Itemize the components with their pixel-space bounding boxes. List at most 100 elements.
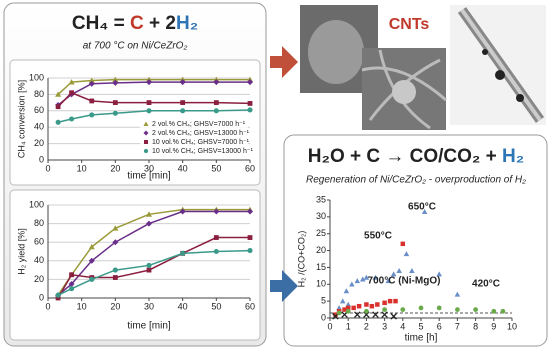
tem-image (460, 8, 542, 122)
marker (180, 100, 186, 105)
x-tick-label: 40 (178, 301, 188, 311)
y-tick-label: 40 (34, 122, 44, 132)
plot-frame (9, 189, 261, 341)
y-tick-label: 100 (29, 72, 44, 82)
marker (213, 108, 219, 114)
marker (112, 275, 118, 280)
marker (247, 248, 253, 254)
legend-label: 10 vol.% CH₄; GHSV=13000 h⁻¹ (152, 148, 254, 155)
marker (112, 267, 118, 273)
y-tick-label: 0 (39, 292, 44, 302)
marker (146, 108, 152, 114)
title-part: H₂O + C → CO/CO₂ + (308, 146, 502, 167)
marker (179, 79, 186, 86)
series-line (57, 81, 250, 106)
chart-title: H₂O + C → CO/CO₂ + H₂ (308, 146, 524, 167)
y-tick-label: 80 (34, 89, 44, 99)
marker (69, 116, 75, 122)
marker (213, 208, 220, 215)
tem-image (482, 49, 488, 55)
marker (247, 79, 253, 86)
series-line (57, 208, 250, 296)
marker (372, 311, 379, 318)
y-tick-label: 20 (34, 274, 44, 284)
title-part: H₂ (502, 146, 524, 167)
marker (500, 308, 506, 314)
x-axis-label: time [h] (405, 333, 438, 344)
marker (387, 298, 393, 304)
marker (69, 90, 74, 96)
marker (356, 303, 362, 309)
marker (400, 241, 406, 247)
marker (345, 308, 351, 314)
x-tick-label: 0 (327, 321, 332, 331)
marker (491, 308, 497, 314)
series-label: 700°C (Ni-MgO) (368, 276, 441, 287)
y-tick-label: 20 (34, 138, 44, 148)
x-tick-label: 2 (364, 321, 369, 331)
marker (146, 262, 152, 269)
marker (400, 307, 406, 312)
marker (343, 288, 350, 294)
marker (393, 298, 398, 304)
x-tick-label: 30 (144, 163, 154, 173)
marker (364, 302, 369, 307)
chart-subtitle: Regeneration of Ni/CeZrO₂ - overproducti… (306, 175, 526, 186)
x-tick-label: 7 (455, 321, 460, 331)
x-tick-label: 10 (507, 321, 517, 331)
marker (88, 80, 95, 87)
marker (359, 276, 366, 282)
marker (409, 268, 415, 274)
y-tick-label: 35 (316, 194, 326, 204)
y-tick-label: 25 (316, 228, 326, 238)
series-line (57, 109, 251, 124)
marker (336, 310, 342, 316)
x-tick-label: 1 (346, 321, 351, 331)
marker (69, 272, 74, 278)
sem-image (392, 80, 416, 104)
marker (89, 98, 95, 104)
legend-label: 2 vol.% CH₄; GHSV=13000 h⁻¹ (152, 130, 250, 137)
marker (455, 307, 460, 312)
marker (112, 79, 119, 86)
marker (146, 100, 152, 105)
title-part: CH₄ = (72, 13, 130, 34)
marker (372, 274, 379, 280)
marker (55, 295, 61, 301)
marker (55, 104, 61, 110)
title-part: C (130, 13, 144, 34)
x-tick-label: 6 (437, 321, 442, 331)
marker (88, 257, 95, 264)
series-line (57, 78, 250, 95)
series-label: 650°C (408, 202, 436, 213)
marker (345, 305, 351, 311)
marker (336, 305, 342, 311)
x-tick-label: 20 (110, 301, 120, 311)
marker (333, 312, 338, 317)
marker (247, 208, 253, 215)
y-tick-label: 5 (321, 296, 326, 306)
x-tick-label: 50 (211, 301, 221, 311)
marker (396, 268, 402, 274)
x-tick-label: 60 (245, 163, 255, 173)
arrow (270, 46, 298, 78)
x-axis-label: time [min] (127, 171, 171, 182)
marker (55, 91, 62, 97)
x-tick-label: 10 (77, 301, 87, 311)
y-tick-label: 60 (34, 237, 44, 247)
y-tick-label: 30 (316, 211, 326, 221)
tem-image (495, 70, 505, 80)
marker (146, 79, 152, 86)
legend-label: 2 vol.% CH₄; GHSV=7000 h⁻¹ (152, 121, 246, 128)
marker (68, 281, 75, 288)
y-tick-label: 40 (34, 255, 44, 265)
marker (454, 291, 461, 297)
marker (112, 110, 118, 116)
y-tick-label: 10 (316, 279, 326, 289)
series-label: 420°C (472, 279, 500, 290)
x-tick-label: 30 (144, 301, 154, 311)
marker (354, 278, 361, 284)
x-tick-label: 0 (45, 301, 50, 311)
x-tick-label: 9 (491, 321, 496, 331)
